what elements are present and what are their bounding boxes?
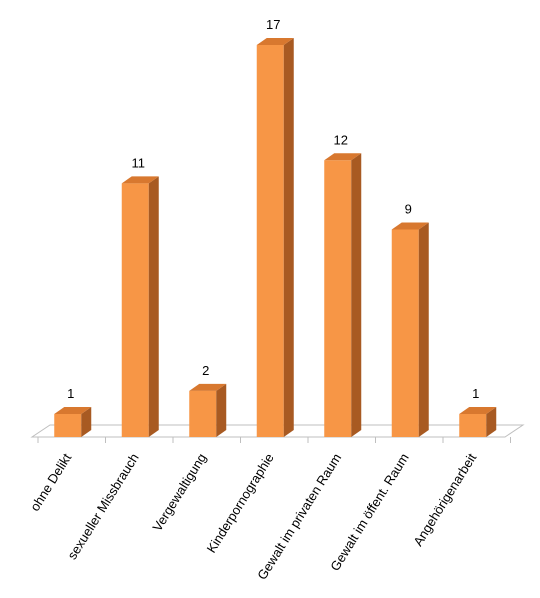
bar-top — [54, 406, 92, 414]
value-label: 1 — [67, 386, 74, 401]
x-tick-label: Gewalt im öffent. Raum — [327, 451, 412, 574]
bar-side — [148, 176, 159, 437]
x-tick-label: sexueller Missbrauch — [64, 451, 141, 563]
bar-side — [283, 38, 294, 437]
bar — [391, 222, 429, 437]
x-tick-label: ohne Delikt — [27, 450, 74, 513]
bar-top — [391, 222, 429, 230]
x-tick-label: Angehörigenarbeit — [410, 450, 479, 548]
bar-side — [81, 406, 92, 437]
bar-side — [351, 153, 362, 437]
bar-front — [189, 390, 217, 437]
bar-front — [121, 183, 149, 437]
bar-front — [54, 413, 82, 437]
bar-side — [486, 406, 497, 437]
bar-front — [256, 45, 284, 437]
bar-front — [324, 160, 352, 437]
value-label: 17 — [266, 17, 280, 32]
bar-side — [216, 383, 227, 437]
bar — [459, 406, 497, 437]
value-label: 11 — [132, 155, 146, 170]
bar — [121, 176, 159, 437]
bar-side — [418, 222, 429, 437]
x-tick-label: Vergewaltigung — [149, 451, 209, 534]
bar-top — [324, 153, 362, 161]
value-label: 9 — [405, 201, 412, 216]
bar — [54, 406, 92, 437]
bar — [324, 153, 362, 437]
bar — [189, 383, 227, 437]
value-label: 1 — [472, 386, 479, 401]
bar-top — [189, 383, 227, 391]
bar-top — [121, 176, 159, 184]
bar-top — [256, 38, 294, 45]
bar-front — [391, 229, 419, 437]
value-label: 12 — [334, 132, 348, 147]
value-label: 2 — [202, 363, 209, 378]
x-tick-label: Kinderpornographie — [204, 451, 277, 556]
bar-front — [459, 413, 487, 437]
bar-top — [459, 406, 497, 414]
bar — [256, 38, 294, 437]
